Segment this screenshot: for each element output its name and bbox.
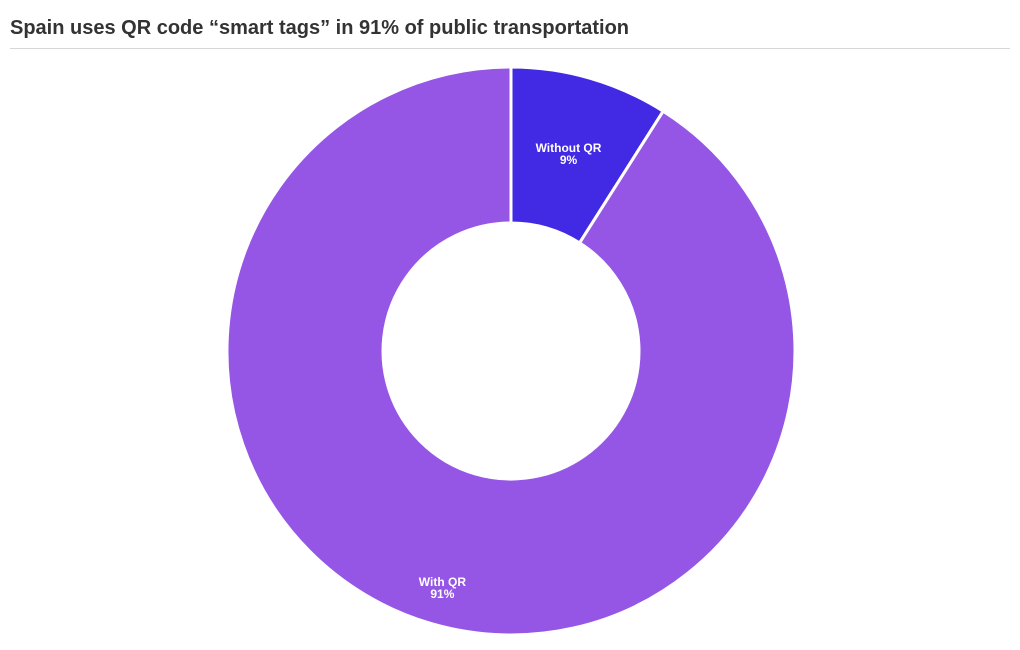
slice-value-with-qr: 91% [430, 587, 454, 601]
donut-slices [225, 65, 797, 637]
slice-label-with-qr: With QR [419, 575, 467, 589]
slice-value-without-qr: 9% [560, 153, 578, 167]
slice-label-without-qr: Without QR [536, 141, 602, 155]
chart-title: Spain uses QR code “smart tags” in 91% o… [10, 17, 630, 39]
chart-header: Spain uses QR code “smart tags” in 91% o… [10, 14, 1010, 49]
slice-with-qr[interactable] [225, 65, 797, 637]
